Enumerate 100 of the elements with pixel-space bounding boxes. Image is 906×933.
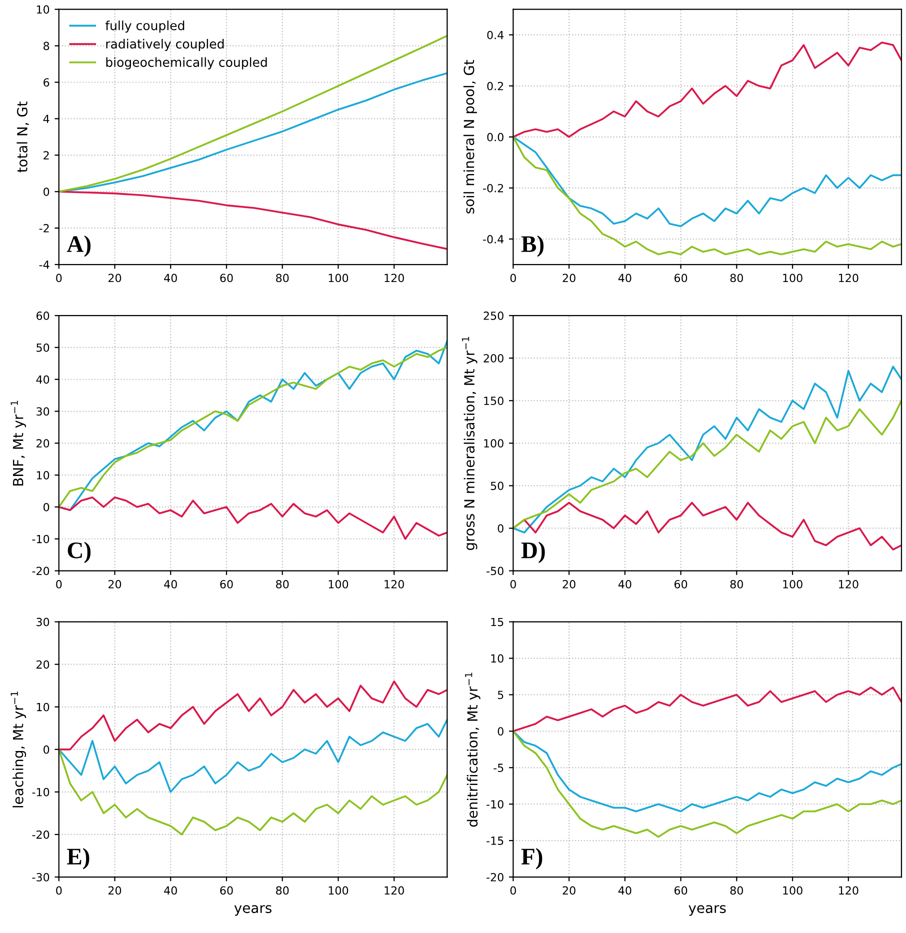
line-series — [58, 34, 448, 193]
x-tick-label: 0 — [56, 580, 62, 588]
x-tick-label: 60 — [220, 886, 233, 895]
x-tick-label: 100 — [783, 580, 802, 588]
y-tick-label: 0 — [44, 745, 50, 754]
y-tick-label: 50 — [490, 482, 504, 490]
y-axis-title: total N, Gt — [16, 101, 29, 172]
x-tick-label: 80 — [276, 580, 289, 588]
x-axis-title: years — [234, 905, 272, 916]
x-tick-label: 0 — [510, 886, 516, 895]
y-tick-label: -10 — [32, 534, 50, 544]
line-series — [58, 748, 448, 836]
line-series — [513, 730, 902, 812]
y-tick-label: 10 — [491, 654, 504, 663]
y-axis-title: denitrification, Mt yr$^{−1}$ — [465, 672, 480, 827]
x-tick-label: 0 — [510, 274, 516, 282]
annotation: A) — [66, 235, 91, 257]
annotation: E) — [67, 848, 90, 870]
y-tick-label: -50 — [486, 566, 504, 576]
line-series — [58, 496, 448, 540]
line-series — [58, 680, 448, 750]
y-tick-label: 0.4 — [487, 30, 504, 40]
x-tick-label: 120 — [839, 580, 858, 588]
annotation: F) — [521, 848, 542, 870]
y-tick-label: 10 — [36, 5, 50, 14]
x-tick-label: 60 — [220, 580, 233, 588]
x-tick-label: 40 — [618, 274, 632, 282]
y-axis-title: BNF, Mt yr$^{−1}$ — [10, 400, 26, 486]
legend-label: biogeochemically coupled — [106, 57, 267, 70]
x-tick-label: 20 — [562, 886, 576, 895]
y-tick-label: 10 — [36, 471, 50, 480]
x-tick-label: 120 — [384, 580, 404, 588]
legend-label: radiatively coupled — [106, 38, 224, 52]
y-tick-label: 50 — [36, 343, 50, 352]
x-tick-label: 0 — [510, 580, 516, 588]
y-tick-label: 250 — [484, 312, 504, 320]
x-tick-label: 80 — [276, 274, 289, 282]
y-tick-label: 5 — [498, 690, 504, 700]
y-tick-label: 40 — [36, 375, 50, 384]
x-tick-label: 80 — [276, 886, 289, 895]
x-tick-label: 20 — [108, 886, 122, 895]
x-tick-label: 20 — [562, 580, 576, 588]
y-tick-label: -5 — [494, 764, 504, 772]
x-tick-label: 120 — [384, 886, 404, 895]
x-tick-label: 20 — [108, 580, 122, 588]
x-tick-label: 120 — [839, 886, 858, 895]
x-tick-label: 60 — [220, 274, 233, 282]
line-series — [58, 718, 448, 793]
y-tick-label: 2 — [44, 151, 49, 160]
x-tick-label: 120 — [839, 274, 858, 282]
y-tick-label: 0 — [498, 524, 504, 533]
y-tick-label: 8 — [44, 42, 50, 50]
x-tick-label: 60 — [674, 580, 688, 588]
legend-label: fully coupled — [105, 20, 184, 33]
y-tick-label: 30 — [36, 618, 50, 626]
annotation: B) — [521, 235, 544, 257]
x-tick-label: 0 — [56, 886, 62, 895]
y-tick-label: 10 — [36, 702, 50, 712]
x-tick-label: 20 — [562, 274, 576, 282]
line-series — [513, 42, 902, 138]
y-tick-label: -0.4 — [483, 234, 504, 244]
x-tick-label: 0 — [56, 274, 62, 282]
x-tick-label: 100 — [328, 274, 348, 282]
y-tick-label: 0.2 — [487, 82, 504, 90]
line-series — [513, 136, 902, 228]
y-tick-label: 20 — [36, 660, 50, 669]
y-tick-label: -20 — [32, 566, 50, 576]
x-tick-label: 120 — [384, 274, 404, 282]
x-tick-label: 80 — [730, 580, 743, 588]
x-tick-label: 80 — [730, 274, 743, 282]
y-tick-label: -30 — [32, 872, 50, 882]
x-tick-label: 60 — [674, 886, 688, 895]
y-tick-label: 6 — [44, 78, 50, 87]
line-series — [513, 136, 902, 256]
y-tick-label: 0 — [498, 727, 504, 736]
y-axis-title: leaching, Mt yr$^{−1}$ — [10, 692, 26, 808]
y-tick-label: 0 — [44, 502, 50, 512]
y-tick-label: -15 — [486, 836, 504, 845]
annotation: C) — [68, 542, 91, 564]
y-tick-label: 100 — [484, 439, 504, 448]
x-tick-label: 100 — [783, 274, 802, 282]
y-tick-label: 4 — [43, 114, 50, 123]
line-series — [513, 366, 902, 534]
y-tick-label: -20 — [32, 830, 50, 839]
x-tick-label: 20 — [108, 274, 122, 282]
y-tick-label: 150 — [484, 396, 504, 406]
line-series — [513, 686, 902, 732]
annotation: D) — [521, 542, 545, 564]
x-tick-label: 80 — [730, 886, 743, 895]
y-tick-label: 30 — [36, 407, 50, 416]
y-tick-label: 15 — [491, 618, 504, 626]
x-tick-label: 60 — [674, 274, 688, 282]
y-tick-label: -10 — [32, 788, 50, 796]
line-series — [513, 730, 902, 838]
y-tick-label: -4 — [39, 260, 50, 269]
x-tick-label: 100 — [328, 886, 348, 895]
y-tick-label: 20 — [36, 439, 50, 448]
y-axis-title: soil mineral N pool, Gt — [463, 60, 477, 214]
line-series — [513, 400, 902, 530]
y-axis-title: gross N mineralisation, Mt yr$^{−1}$ — [462, 336, 478, 550]
